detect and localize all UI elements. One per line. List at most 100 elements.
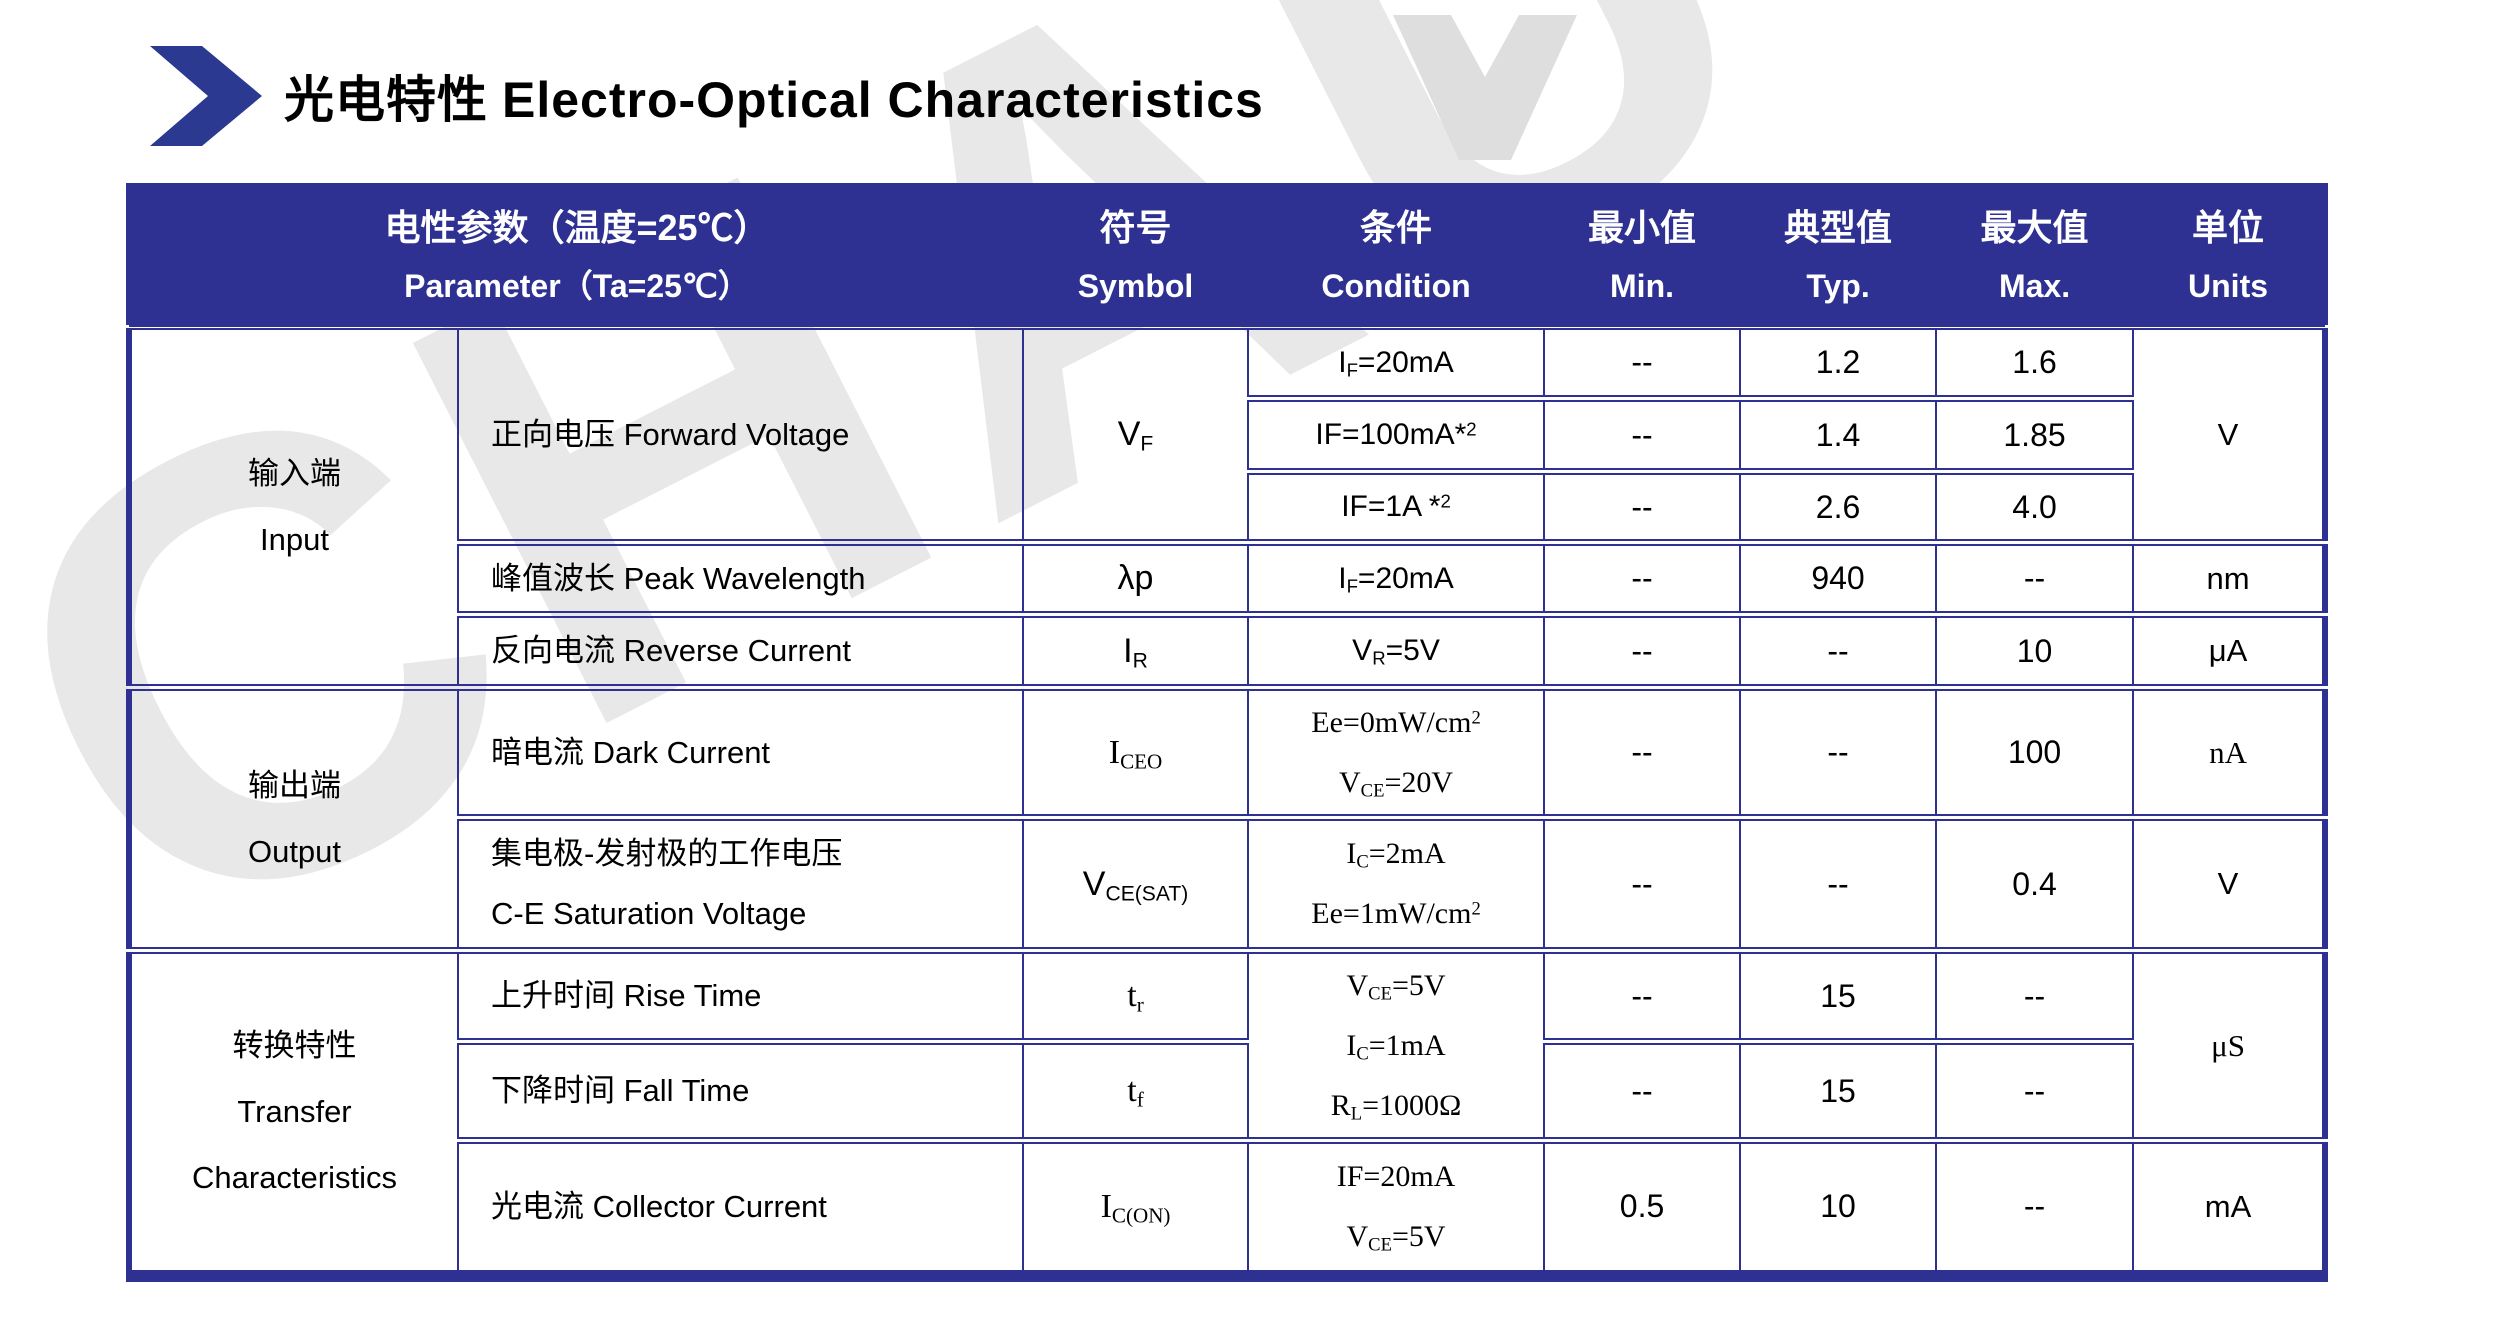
- ce-saturation-min: --: [1543, 814, 1742, 954]
- collector-current-max: --: [1935, 1137, 2135, 1279]
- collector-current-symbol: IC(ON): [1022, 1137, 1250, 1279]
- reverse-current-typ: --: [1739, 611, 1938, 691]
- fall-time-symbol: tf: [1022, 1038, 1250, 1144]
- col-header-parameter-zh: 电性参数（温度=25℃）: [384, 206, 770, 248]
- forward-voltage-symbol: VF: [1022, 323, 1250, 546]
- peak-wavelength-units: nm: [2132, 539, 2327, 618]
- col-header-parameter: 电性参数（温度=25℃） Parameter（Ta=25℃）: [127, 183, 1025, 328]
- ce-saturation-condition: IC=2mA Ee=1mW/cm2: [1247, 814, 1546, 954]
- transfer-shared-units: μS: [2132, 947, 2327, 1144]
- forward-voltage-condition-3: IF=1A *2: [1247, 468, 1546, 546]
- fall-time-min: --: [1543, 1038, 1742, 1144]
- forward-voltage-typ-1: 1.2: [1739, 323, 1938, 402]
- forward-voltage-max-1: 1.6: [1935, 323, 2135, 402]
- col-header-symbol: 符号 Symbol: [1022, 183, 1250, 328]
- forward-voltage-max-2: 1.85: [1935, 395, 2135, 475]
- collector-current-condition: IF=20mA VCE=5V: [1247, 1137, 1546, 1279]
- row-peak-wavelength: 峰值波长 Peak Wavelength λp IF=20mA -- 940 -…: [129, 539, 2327, 618]
- rise-time-min: --: [1543, 947, 1742, 1045]
- fall-time-typ: 15: [1739, 1038, 1938, 1144]
- forward-voltage-min-3: --: [1543, 468, 1742, 546]
- col-header-units: 单位 Units: [2132, 183, 2327, 328]
- forward-voltage-units: V: [2132, 323, 2327, 546]
- collector-current-typ: 10: [1739, 1137, 1938, 1279]
- ce-saturation-units: V: [2132, 814, 2327, 954]
- output-group-cell: 输出端 Output: [128, 684, 459, 954]
- forward-voltage-condition-1: IF=20mA: [1247, 323, 1546, 402]
- input-group-en: Input: [260, 522, 329, 557]
- dark-current-typ: --: [1739, 684, 1938, 821]
- peak-wavelength-condition: IF=20mA: [1247, 539, 1546, 618]
- forward-voltage-param: 正向电压 Forward Voltage: [456, 323, 1025, 546]
- row-forward-voltage-2: IF=100mA*2 -- 1.4 1.85: [129, 395, 2325, 475]
- watermark-chevron-icon: [1393, 15, 1577, 160]
- row-ce-saturation-voltage: 集电极-发射极的工作电压 C-E Saturation Voltage VCE(…: [129, 814, 2327, 954]
- col-header-max: 最大值 Max.: [1935, 183, 2135, 328]
- col-header-parameter-en: Parameter（Ta=25℃）: [404, 267, 750, 304]
- row-forward-voltage-1: 输入端 Input 正向电压 Forward Voltage VF IF=20m…: [128, 323, 2327, 691]
- peak-wavelength-min: --: [1543, 539, 1742, 618]
- row-rise-time: 转换特性 Transfer Characteristics 上升时间 Rise …: [128, 947, 2327, 1279]
- reverse-current-param: 反向电流 Reverse Current: [456, 611, 1025, 691]
- section-title-zh: 光电特性: [284, 72, 488, 128]
- reverse-current-max: 10: [1935, 611, 2135, 691]
- ce-saturation-param-zh: 集电极-发射极的工作电压: [491, 836, 843, 871]
- ce-saturation-typ: --: [1739, 814, 1938, 954]
- peak-wavelength-symbol: λp: [1022, 539, 1250, 618]
- reverse-current-symbol: IR: [1022, 611, 1250, 691]
- reverse-current-min: --: [1543, 611, 1742, 691]
- input-group-cell: 输入端 Input: [128, 323, 459, 691]
- dark-current-param: 暗电流 Dark Current: [456, 684, 1025, 821]
- transfer-group-cell: 转换特性 Transfer Characteristics: [128, 947, 459, 1279]
- col-header-condition: 条件 Condition: [1247, 183, 1546, 328]
- dark-current-max: 100: [1935, 684, 2135, 821]
- peak-wavelength-max: --: [1935, 539, 2135, 618]
- forward-voltage-typ-3: 2.6: [1739, 468, 1938, 546]
- reverse-current-units: μA: [2132, 611, 2327, 691]
- forward-voltage-max-3: 4.0: [1935, 468, 2135, 546]
- collector-current-units: mA: [2132, 1137, 2327, 1279]
- output-group-en: Output: [247, 834, 342, 869]
- row-reverse-current: 反向电流 Reverse Current IR VR=5V -- -- 10 μ…: [129, 611, 2327, 691]
- ce-saturation-symbol: VCE(SAT): [1022, 814, 1250, 954]
- row-collector-current: 光电流 Collector Current IC(ON) IF=20mA VCE=…: [129, 1137, 2327, 1279]
- dark-current-units: nA: [2132, 684, 2327, 821]
- dark-current-min: --: [1543, 684, 1742, 821]
- rise-time-max: --: [1935, 947, 2135, 1045]
- peak-wavelength-param: 峰值波长 Peak Wavelength: [456, 539, 1025, 618]
- table-header-row: 电性参数（温度=25℃） Parameter（Ta=25℃） 符号 Symbol…: [127, 183, 2327, 328]
- section-title-en: Electro-Optical Characteristics: [502, 72, 1264, 128]
- transfer-group-en: Transfer: [237, 1093, 352, 1129]
- col-header-typ: 典型值 Typ.: [1739, 183, 1938, 328]
- reverse-current-condition: VR=5V: [1247, 611, 1546, 691]
- forward-voltage-min-1: --: [1543, 323, 1742, 402]
- ce-saturation-max: 0.4: [1935, 814, 2135, 954]
- forward-voltage-min-2: --: [1543, 395, 1742, 475]
- rise-time-param: 上升时间 Rise Time: [456, 947, 1025, 1045]
- transfer-shared-condition: VCE=5V IC=1mA RL=1000Ω: [1247, 947, 1546, 1144]
- row-dark-current: 输出端 Output 暗电流 Dark Current ICEO Ee=0mW/…: [128, 684, 2327, 954]
- section-title: 光电特性 Electro-Optical Characteristics: [284, 60, 1264, 132]
- section-chevron-icon: [150, 46, 262, 146]
- row-fall-time: 下降时间 Fall Time tf -- 15 --: [129, 1038, 2325, 1144]
- row-forward-voltage-3: IF=1A *2 -- 2.6 4.0: [129, 468, 2325, 546]
- input-group-zh: 输入端: [248, 456, 341, 491]
- fall-time-param: 下降时间 Fall Time: [456, 1038, 1025, 1144]
- collector-current-min: 0.5: [1543, 1137, 1742, 1279]
- peak-wavelength-typ: 940: [1739, 539, 1938, 618]
- forward-voltage-typ-2: 1.4: [1739, 395, 1938, 475]
- ce-saturation-param-en: C-E Saturation Voltage: [491, 896, 807, 931]
- col-header-min: 最小值 Min.: [1543, 183, 1742, 328]
- rise-time-symbol: tr: [1022, 947, 1250, 1045]
- fall-time-max: --: [1935, 1038, 2135, 1144]
- transfer-group-en2: Characteristics: [192, 1159, 397, 1195]
- electro-optical-characteristics-table: 电性参数（温度=25℃） Parameter（Ta=25℃） 符号 Symbol…: [126, 183, 2329, 1282]
- output-group-zh: 输出端: [248, 768, 341, 803]
- transfer-group-zh: 转换特性: [232, 1027, 357, 1063]
- section-header: 光电特性 Electro-Optical Characteristics: [150, 46, 1264, 146]
- collector-current-param: 光电流 Collector Current: [456, 1137, 1025, 1279]
- dark-current-symbol: ICEO: [1022, 684, 1250, 821]
- ce-saturation-param: 集电极-发射极的工作电压 C-E Saturation Voltage: [456, 814, 1025, 954]
- rise-time-typ: 15: [1739, 947, 1938, 1045]
